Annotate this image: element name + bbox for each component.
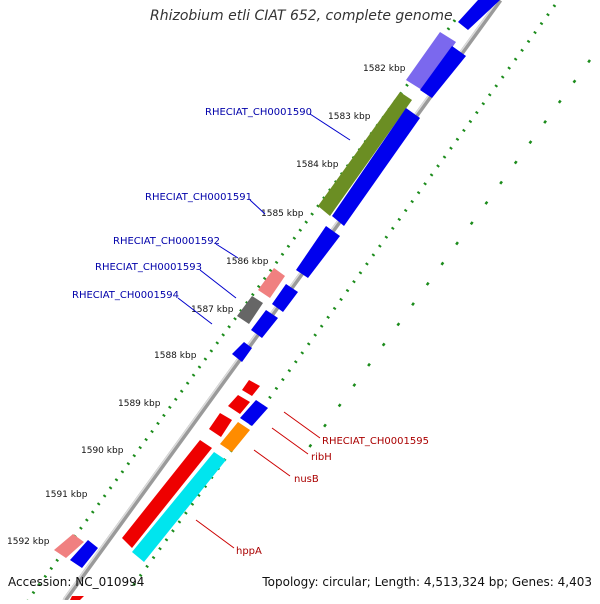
label-connectors <box>177 113 351 549</box>
gene-arrow-blue-mid[interactable] <box>296 226 340 278</box>
gene-arrow-blue-1593[interactable] <box>272 284 298 312</box>
tick-label: 1584 kbp <box>296 160 339 170</box>
connector-nusB <box>253 449 291 477</box>
tick-label: 1588 kbp <box>154 351 197 361</box>
tick-label: 1587 kbp <box>191 305 234 315</box>
gene-arrow-blue-top-1[interactable] <box>458 0 500 30</box>
accession-text: Accession: NC_010994 <box>8 575 145 589</box>
connector-1595 <box>283 411 321 439</box>
connector-1594 <box>177 297 213 325</box>
gene-arrow-blue-ribH[interactable] <box>240 400 268 426</box>
gene-label-1592[interactable]: RHECIAT_CH0001592 <box>113 236 220 247</box>
tick-label: 1585 kbp <box>261 209 304 219</box>
gene-arrow-blue-top-2[interactable] <box>420 46 466 98</box>
gene-arrow-purple[interactable] <box>406 32 456 90</box>
tick-labels: 1582 kbp 1583 kbp 1584 kbp 1585 kbp 1586… <box>7 64 406 547</box>
gene-arrow-blue-1594[interactable] <box>251 310 278 338</box>
connector-hppA <box>195 519 235 549</box>
gene-arrow-red-small-1[interactable] <box>242 380 260 396</box>
map-title: Rhizobium etli CIAT 652, complete genome <box>150 8 453 24</box>
gene-label-1590[interactable]: RHECIAT_CH0001590 <box>205 107 312 118</box>
gene-arrow-red-small-2[interactable] <box>228 395 250 414</box>
connector-1590 <box>309 113 351 141</box>
outer-dotted-track-left <box>128 4 557 591</box>
gene-arrow-red-small-3[interactable] <box>209 413 232 437</box>
gene-labels: RHECIAT_CH0001590 RHECIAT_CH0001591 RHEC… <box>72 107 429 557</box>
connector-1593 <box>199 269 237 299</box>
gene-arrow-salmon-bottom[interactable] <box>54 534 84 558</box>
tick-label: 1591 kbp <box>45 490 88 500</box>
tick-label: 1589 kbp <box>118 399 161 409</box>
gene-label-1594[interactable]: RHECIAT_CH0001594 <box>72 290 179 301</box>
gene-arrow-cyan[interactable] <box>132 452 226 562</box>
gene-arrow-blue-bottom[interactable] <box>70 540 98 568</box>
tick-label: 1582 kbp <box>363 64 406 74</box>
gene-arrow-red-hppA[interactable] <box>122 440 212 548</box>
gene-arrow-red-edge <box>70 596 84 600</box>
gene-label-1593[interactable]: RHECIAT_CH0001593 <box>95 262 202 273</box>
topology-text: Topology: circular; Length: 4,513,324 bp… <box>262 575 592 589</box>
gene-arrow-blue-small[interactable] <box>232 342 252 362</box>
connector-1592 <box>215 243 239 259</box>
gene-arrow-salmon-top[interactable] <box>258 268 285 298</box>
tick-label: 1586 kbp <box>226 257 269 267</box>
gene-label-1595[interactable]: RHECIAT_CH0001595 <box>322 436 429 447</box>
forward-strand-genes <box>70 0 500 568</box>
gene-label-ribH[interactable]: ribH <box>311 452 332 463</box>
tick-label: 1592 kbp <box>7 537 50 547</box>
gene-label-1591[interactable]: RHECIAT_CH0001591 <box>145 192 252 203</box>
gene-label-hppA[interactable]: hppA <box>236 546 262 557</box>
reverse-strand-genes <box>54 32 456 558</box>
connector-1591 <box>249 199 266 215</box>
tick-label: 1583 kbp <box>328 112 371 122</box>
gene-label-nusB[interactable]: nusB <box>294 474 319 485</box>
gene-arrow-olive[interactable] <box>318 92 412 216</box>
tick-label: 1590 kbp <box>81 446 124 456</box>
gene-arrow-orange-nusB[interactable] <box>220 422 250 452</box>
gene-arrow-gray[interactable] <box>237 296 263 324</box>
gene-arrow-blue-long[interactable] <box>332 108 420 226</box>
connector-ribH <box>271 427 309 455</box>
